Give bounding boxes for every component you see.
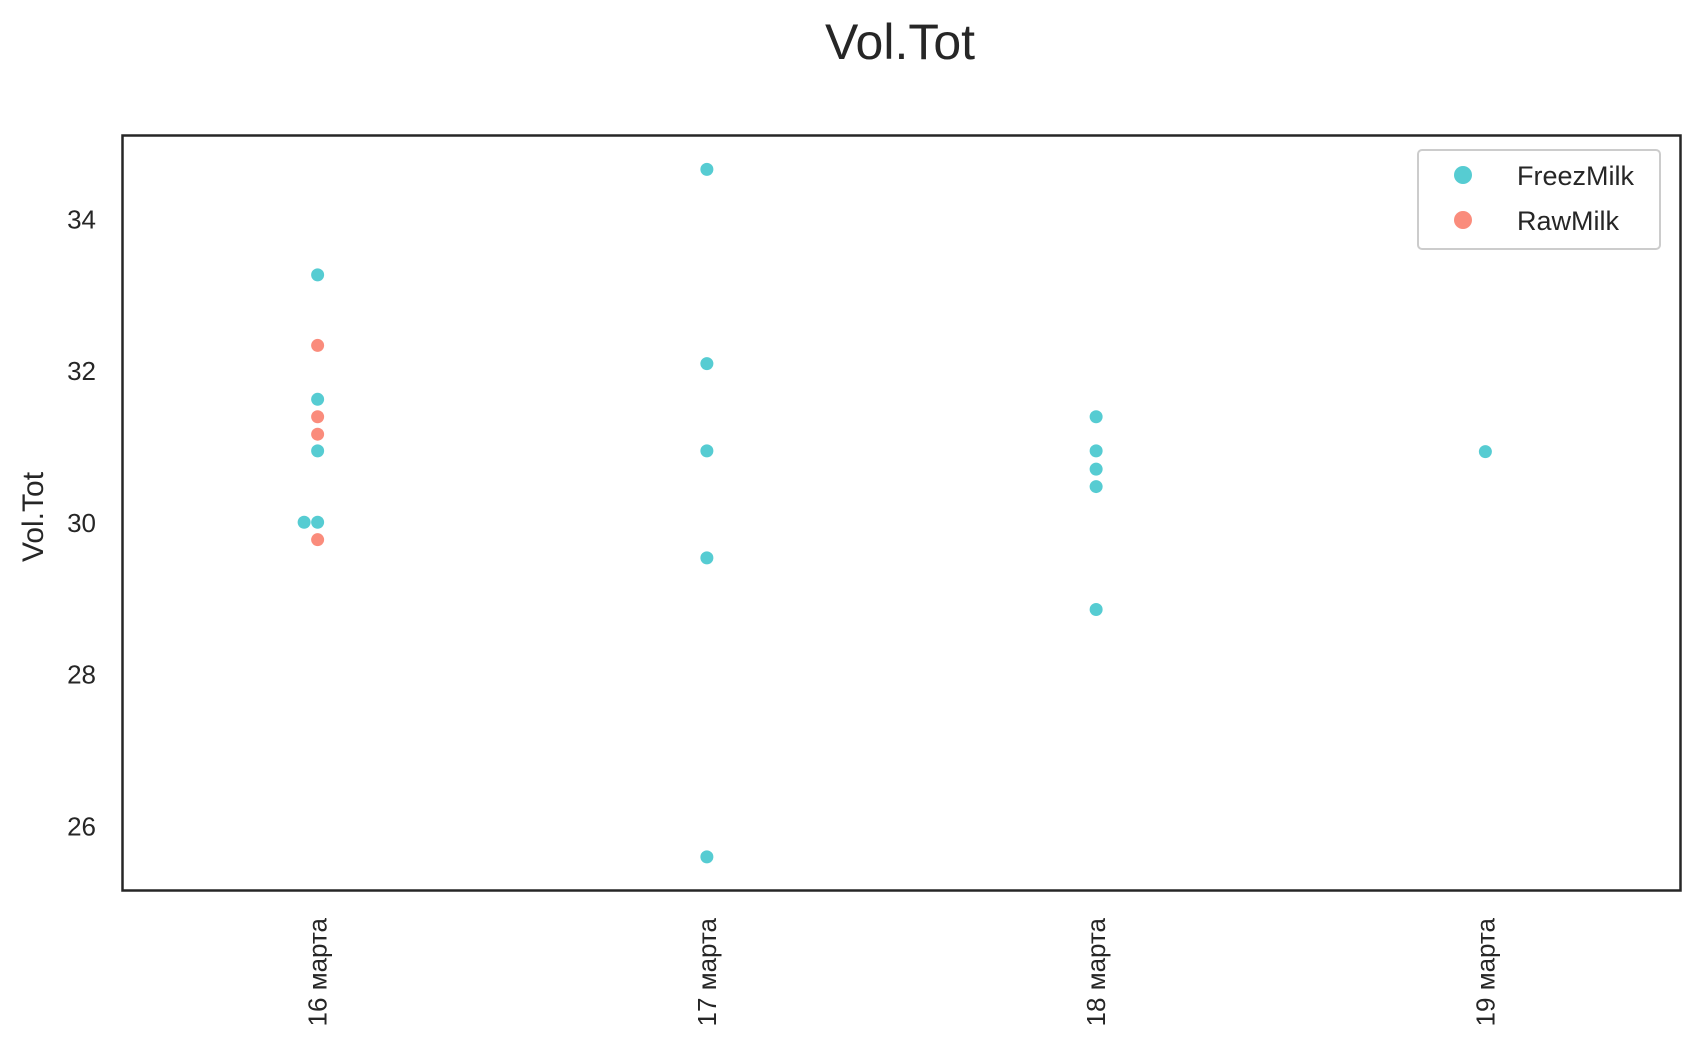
y-tick-label: 32 (67, 356, 96, 386)
x-tick-label: 17 марта (692, 917, 722, 1026)
y-tick-label: 28 (67, 660, 96, 690)
plot-area (121, 134, 1682, 892)
legend-label: FreezMilk (1517, 161, 1635, 191)
x-tick-label: 16 марта (303, 917, 333, 1026)
legend-box (1417, 149, 1661, 250)
data-point-rawmilk (311, 533, 325, 547)
data-point-freezmilk (297, 515, 311, 529)
data-point-freezmilk (1089, 602, 1103, 616)
data-point-freezmilk (311, 268, 325, 282)
legend-marker (1454, 166, 1472, 184)
data-point-rawmilk (311, 338, 325, 352)
data-point-rawmilk (311, 410, 325, 424)
legend-label: RawMilk (1517, 206, 1620, 236)
data-points (297, 162, 1492, 864)
data-point-freezmilk (1089, 462, 1103, 476)
x-tick-label: 19 марта (1470, 917, 1500, 1026)
data-point-freezmilk (700, 551, 714, 565)
y-tick-label: 26 (67, 812, 96, 842)
data-point-freezmilk (1089, 480, 1103, 494)
data-point-freezmilk (700, 357, 714, 371)
data-point-freezmilk (700, 850, 714, 864)
x-axis-ticks: 16 марта 17 марта 18 марта 19 марта (303, 917, 1501, 1026)
x-tick-label: 18 марта (1081, 917, 1111, 1026)
data-point-freezmilk (1089, 410, 1103, 424)
y-tick-label: 34 (67, 204, 96, 234)
data-point-freezmilk (700, 444, 714, 458)
data-point-rawmilk (311, 427, 325, 441)
legend: FreezMilk RawMilk (1417, 149, 1661, 250)
y-axis-label: Vol.Tot (17, 471, 50, 562)
legend-marker (1454, 211, 1472, 229)
data-point-freezmilk (1089, 444, 1103, 458)
data-point-freezmilk (311, 392, 325, 406)
data-point-freezmilk (311, 515, 325, 529)
chart-title: Vol.Tot (825, 14, 975, 70)
data-point-freezmilk (311, 444, 325, 458)
data-point-freezmilk (700, 162, 714, 176)
data-point-freezmilk (1478, 445, 1492, 459)
y-tick-label: 30 (67, 508, 96, 538)
y-axis-ticks: 26 28 30 32 34 (67, 204, 96, 841)
